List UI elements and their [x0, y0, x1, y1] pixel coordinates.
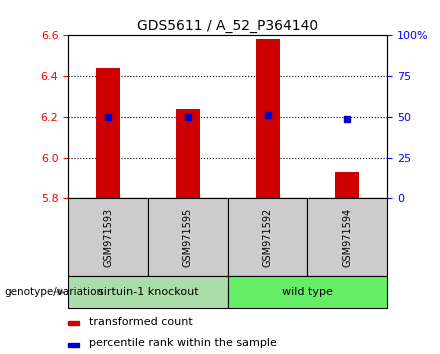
Text: GSM971593: GSM971593 [103, 207, 113, 267]
Bar [228, 198, 308, 276]
Text: GSM971595: GSM971595 [183, 207, 193, 267]
Bar [256, 39, 279, 198]
Bar [68, 321, 79, 325]
Title: GDS5611 / A_52_P364140: GDS5611 / A_52_P364140 [137, 19, 318, 33]
Bar [96, 68, 120, 198]
Bar [148, 198, 228, 276]
Bar [176, 109, 200, 198]
Text: GSM971594: GSM971594 [342, 207, 352, 267]
Text: transformed count: transformed count [89, 317, 193, 327]
Bar [68, 276, 228, 308]
Bar [68, 343, 79, 347]
Bar [228, 276, 387, 308]
Text: percentile rank within the sample: percentile rank within the sample [89, 338, 277, 348]
Text: genotype/variation: genotype/variation [4, 287, 103, 297]
Text: sirtuin-1 knockout: sirtuin-1 knockout [98, 287, 198, 297]
Text: wild type: wild type [282, 287, 333, 297]
Bar [308, 198, 387, 276]
Bar [68, 198, 148, 276]
Text: GSM971592: GSM971592 [263, 207, 272, 267]
Bar [335, 172, 359, 198]
